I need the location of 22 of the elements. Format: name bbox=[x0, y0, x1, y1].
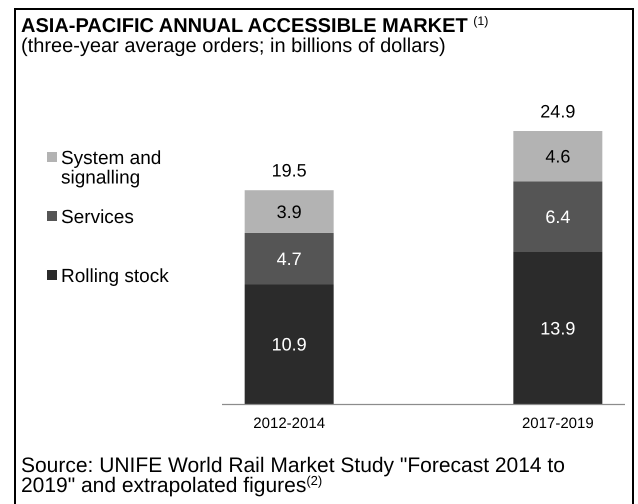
bar bbox=[513, 181, 602, 252]
x-tick-label: 2017-2019 bbox=[522, 415, 594, 432]
data-label: 3.9 bbox=[276, 202, 302, 222]
bar bbox=[244, 190, 334, 233]
data-label: 10.9 bbox=[272, 334, 307, 355]
chart-subtitle: (three-year average orders; in billions of dollars) bbox=[21, 35, 446, 57]
x-tick-label: 2012-2014 bbox=[253, 415, 326, 432]
bar bbox=[513, 252, 602, 404]
data-label: 6.4 bbox=[545, 207, 570, 228]
chart-title: ASIA-PACIFIC ANNUAL ACCESSIBLE MARKET $^{(1)}$ bbox=[21, 14, 488, 37]
data-label: 4.6 bbox=[545, 146, 570, 167]
bar bbox=[513, 131, 602, 182]
bar bbox=[244, 232, 334, 284]
legend-label: Rolling stock bbox=[61, 266, 170, 287]
bar bbox=[244, 284, 334, 404]
data-label: 13.9 bbox=[540, 318, 576, 338]
legend-label: System and signalling bbox=[61, 148, 162, 188]
legend-label: Services bbox=[61, 207, 134, 228]
source-note: Source: UNIFE World Rail Market Study "Forecast 2014 to 2019" and extrapolated figures$^{(2)}$ bbox=[21, 454, 565, 497]
total-label: 24.9 bbox=[540, 102, 576, 122]
total-label: 19.5 bbox=[272, 160, 307, 181]
data-label: 4.7 bbox=[276, 249, 302, 270]
